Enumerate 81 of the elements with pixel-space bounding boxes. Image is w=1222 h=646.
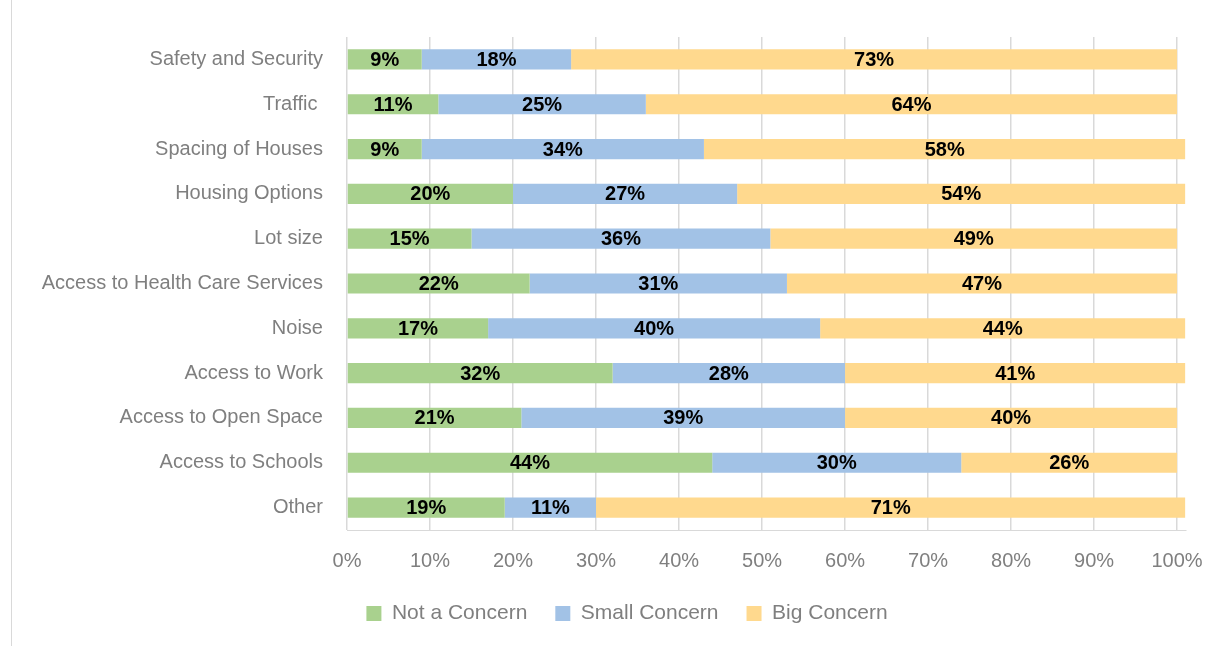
bar [770,228,1178,249]
bar [521,407,846,429]
x-tick-label: 0% [332,548,362,571]
x-tick-label: 10% [409,548,451,571]
data-label: 34% [542,137,584,160]
data-label: 49% [953,227,994,250]
y-tick-label: Safety and Security [149,46,323,69]
data-label: 54% [941,182,982,205]
x-tick-label: 90% [1074,548,1115,571]
bar [845,407,1178,429]
bar [471,228,771,249]
bar [421,138,704,160]
bar [347,363,613,384]
data-label: 15% [389,227,430,250]
y-tick-label: Spacing of Houses [155,136,323,159]
data-label: 39% [663,406,704,429]
bar [703,138,1186,160]
y-tick-label: Noise [271,315,323,338]
data-label: 26% [1049,451,1090,474]
data-label: 64% [891,92,932,115]
data-label: 25% [522,92,563,115]
data-label: 17% [397,316,439,339]
data-label: 41% [995,361,1036,384]
bar [596,497,1186,518]
bar [513,183,738,204]
data-label: 18% [476,47,517,70]
bar [820,318,1186,339]
y-tick-label: Traffic [262,91,323,114]
data-label: 40% [634,316,675,339]
legend-label: Not a Concern [391,600,528,624]
x-tick-label: 40% [659,548,700,571]
y-tick-label: Lot size [254,226,323,249]
x-tick-label: 60% [825,548,866,571]
x-tick-label: 50% [742,548,783,571]
bar [347,452,713,473]
bar [612,363,846,384]
y-tick-label: Access to Open Space [119,405,323,428]
data-label: 47% [961,272,1003,295]
data-label: 30% [816,451,857,474]
x-tick-label: 70% [908,548,949,571]
data-label: 9% [370,137,400,160]
data-label: 28% [708,361,750,384]
data-label: 31% [638,272,679,295]
data-label: 11% [530,496,571,519]
bar [571,49,1178,70]
legend-label: Big Concern [772,600,888,624]
x-tick-label: 20% [493,548,534,571]
data-label: 71% [870,496,911,519]
y-tick-label: Other [272,495,324,518]
data-label: 22% [418,272,459,295]
x-tick-label: 100% [1151,548,1203,571]
data-label: 21% [414,406,455,429]
data-label: 58% [924,137,965,160]
bar [712,452,962,473]
bar [786,273,1178,294]
x-tick-label: 80% [991,548,1032,571]
bar [488,318,821,339]
y-tick-label: Access to Schools [159,450,323,473]
data-label: 9% [370,47,400,70]
bar [645,94,1178,115]
data-label: 19% [406,496,447,519]
bar [961,452,1178,473]
data-label: 44% [982,316,1023,339]
y-tick-label: Access to Work [184,360,324,383]
bar [438,94,646,115]
bar [737,183,1186,204]
data-label: 11% [373,92,413,115]
data-label: 20% [410,182,451,205]
legend-label: Small Concern [580,600,719,624]
bar [529,273,787,294]
data-label: 27% [605,182,646,205]
data-label: 73% [854,47,895,70]
bar [845,363,1186,384]
x-tick-label: 30% [576,548,617,571]
data-label: 36% [600,227,642,250]
data-label: 32% [460,361,501,384]
data-label: 40% [991,406,1032,429]
data-label: 44% [509,451,551,474]
y-tick-label: Access to Health Care Services [41,271,323,294]
bar [347,273,530,294]
y-tick-label: Housing Options [175,181,323,204]
